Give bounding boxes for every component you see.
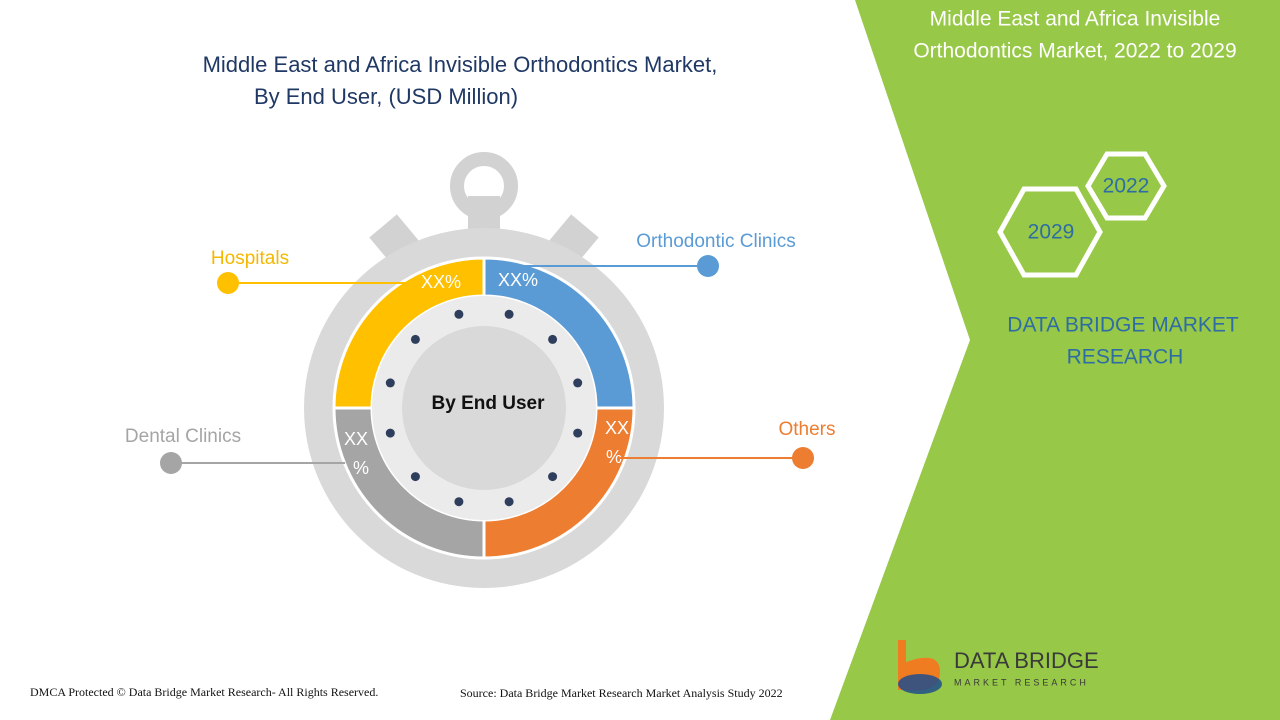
dial-dot <box>385 378 395 388</box>
logo-text: DATA BRIDGE <box>954 648 1099 673</box>
value-label: XX <box>344 429 368 449</box>
stopwatch <box>304 152 664 588</box>
value-label: XX% <box>498 270 538 290</box>
value-label: % <box>606 447 622 467</box>
segment-name: Dental Clinics <box>125 426 241 447</box>
center-label: By End User <box>432 393 546 414</box>
logo-text: MARKET RESEARCH <box>954 677 1089 687</box>
logo <box>898 640 942 694</box>
dial-dot <box>454 309 464 319</box>
dial-dot <box>454 497 464 507</box>
side-title: Middle East and Africa Invisible <box>930 8 1221 31</box>
dial-dot <box>548 472 558 482</box>
title: Middle East and Africa Invisible Orthodo… <box>203 52 718 77</box>
dial-dot <box>504 309 514 319</box>
side-panel <box>830 0 1280 720</box>
value-label: XX% <box>421 272 461 292</box>
title: By End User, (USD Million) <box>254 84 518 109</box>
year: 2022 <box>1103 175 1150 198</box>
brand: DATA BRIDGE MARKET <box>1007 314 1239 337</box>
segment-name: Others <box>778 419 835 440</box>
dial-dot <box>385 428 395 438</box>
value-label: XX <box>605 418 629 438</box>
dial-dot <box>504 497 514 507</box>
dial-dot <box>410 472 420 482</box>
segment-name: Hospitals <box>211 248 289 269</box>
dial-dot <box>410 334 420 344</box>
year: 2029 <box>1028 221 1075 244</box>
brand: RESEARCH <box>1067 346 1184 369</box>
segment-name: Orthodontic Clinics <box>636 231 795 252</box>
dial-dot <box>573 378 583 388</box>
side-title: Orthodontics Market, 2022 to 2029 <box>913 40 1236 63</box>
footer: DMCA Protected © Data Bridge Market Rese… <box>30 685 378 699</box>
dial-dot <box>573 428 583 438</box>
footer: Source: Data Bridge Market Research Mark… <box>460 686 783 700</box>
dial-dot <box>548 334 558 344</box>
value-label: % <box>353 458 369 478</box>
